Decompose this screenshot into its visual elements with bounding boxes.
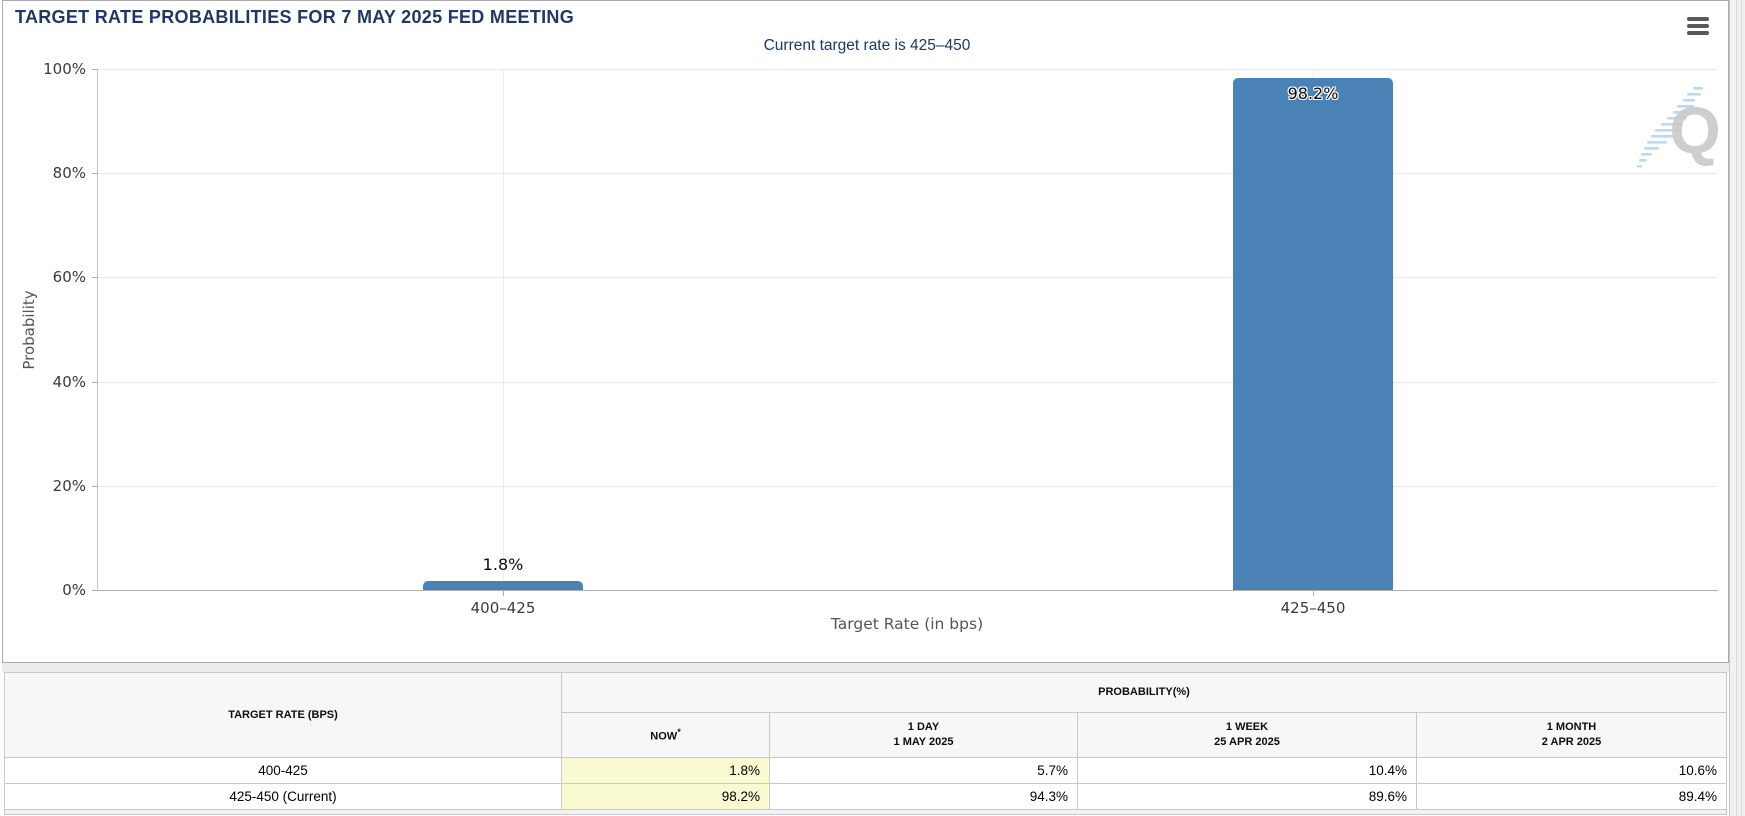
probability-table: TARGET RATE (BPS) PROBABILITY(%) NOW* 1 … [4,672,1727,815]
col-header-1month: 1 MONTH 2 APR 2025 [1416,712,1727,758]
table-row: 400-425 1.8% 5.7% 10.4% 10.6% [4,757,1727,784]
plot-area: 100% 80% 60% 40% 20% 0% 1.8% 98.2% 400–4… [43,60,1718,617]
col-header-1day: 1 DAY 1 MAY 2025 [769,712,1078,758]
tick-mark [92,485,98,487]
cell-1month-probability: 10.6% [1416,757,1727,784]
tick-mark [503,590,504,596]
cell-target-rate: 400-425 [4,757,562,784]
cell-target-rate: 425-450 (Current) [4,783,562,810]
y-axis-title: Probability [20,290,38,370]
bar-value-label: 1.8% [482,554,524,574]
tick-mark [92,173,98,175]
y-tick-label: 20% [52,476,86,495]
cell-1day-probability: 5.7% [769,757,1078,784]
watermark-swoosh-icon: Q [1637,87,1721,168]
col-header-1week: 1 WEEK 25 APR 2025 [1077,712,1417,758]
x-tick-label: 400–425 [470,599,536,617]
tick-mark [92,69,98,70]
tick-mark [92,590,98,591]
probability-table-panel: TARGET RATE (BPS) PROBABILITY(%) NOW* 1 … [4,672,1727,815]
bar-400-425[interactable]: 1.8% [423,555,583,590]
page-title: TARGET RATE PROBABILITIES FOR 7 MAY 2025… [15,7,575,27]
panel-divider [2,663,1729,672]
fedwatch-chart-panel: TARGET RATE PROBABILITIES FOR 7 MAY 2025… [2,0,1729,663]
col-header-probability-group: PROBABILITY(%) [561,672,1727,713]
table-next-row-partial [4,809,1727,815]
y-tick-label: 40% [52,372,86,391]
y-tick-label: 80% [52,164,86,183]
cell-now-probability: 98.2% [561,783,770,810]
gridline [98,173,1718,175]
y-tick-label: 0% [62,581,86,599]
gridline [503,69,504,590]
y-tick-label: 100% [43,60,86,78]
chart-subtitle: Current target rate is 425–450 [763,37,971,54]
col-header-target-rate: TARGET RATE (BPS) [4,672,562,758]
quikstrike-watermark: Q [1631,85,1725,173]
cell-now-probability: 1.8% [561,757,770,784]
hamburger-icon [1687,17,1709,35]
tick-mark [92,277,98,279]
bar-425-450[interactable]: 98.2% [1233,78,1393,590]
x-tick-label: 425–450 [1280,599,1346,617]
strip-line [1736,0,1737,816]
gridline [98,485,1718,487]
col-header-now: NOW* [561,712,770,758]
tick-mark [1313,590,1314,596]
cell-1day-probability: 94.3% [769,783,1078,810]
chart-menu-button[interactable] [1685,12,1711,40]
strip-line [1741,0,1742,816]
table-row: 425-450 (Current) 98.2% 94.3% 89.6% 89.4… [4,783,1727,810]
scrollbar-track[interactable] [1729,0,1745,816]
cell-1month-probability: 89.4% [1416,783,1727,810]
now-footnote-asterisk: * [677,726,681,737]
tick-mark [92,381,98,383]
x-axis-title: Target Rate (in bps) [830,615,984,633]
gridline [98,381,1718,383]
watermark-q-letter: Q [1669,93,1720,167]
y-tick-label: 60% [52,268,86,287]
cell-1week-probability: 89.6% [1077,783,1417,810]
gridline [98,277,1718,279]
bar-value-label: 98.2% [1287,84,1339,104]
cell-1week-probability: 10.4% [1077,757,1417,784]
gridline [98,69,1718,70]
